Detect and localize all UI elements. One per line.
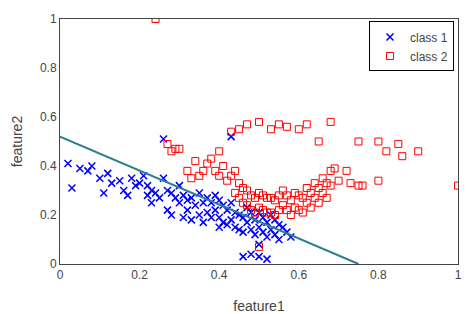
- svg-text:0.6: 0.6: [290, 268, 307, 282]
- svg-text:class 1: class 1: [410, 31, 448, 45]
- svg-text:1: 1: [50, 12, 57, 26]
- svg-text:feature1: feature1: [233, 298, 285, 314]
- svg-text:0: 0: [50, 257, 57, 271]
- svg-text:0: 0: [57, 268, 64, 282]
- svg-text:0.2: 0.2: [131, 268, 148, 282]
- svg-text:0.6: 0.6: [40, 110, 57, 124]
- svg-text:0.4: 0.4: [40, 159, 57, 173]
- svg-text:0.8: 0.8: [370, 268, 387, 282]
- svg-text:1: 1: [455, 268, 462, 282]
- svg-text:0.2: 0.2: [40, 208, 57, 222]
- svg-text:0.4: 0.4: [211, 268, 228, 282]
- svg-text:feature2: feature2: [9, 116, 25, 168]
- svg-text:0.8: 0.8: [40, 61, 57, 75]
- svg-text:class 2: class 2: [410, 50, 448, 64]
